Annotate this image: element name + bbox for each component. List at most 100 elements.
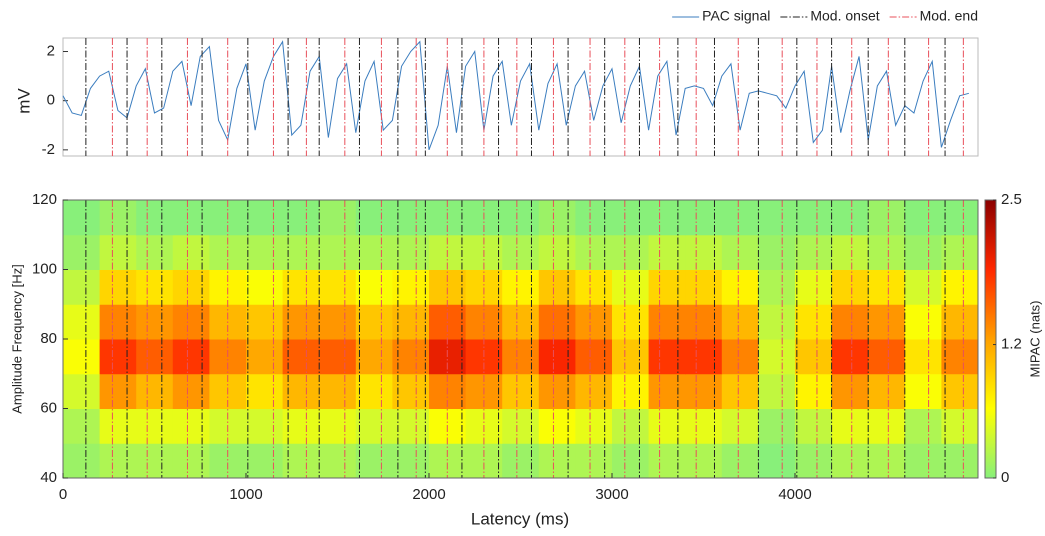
heatmap-cell (502, 443, 540, 479)
heatmap-cell (502, 339, 540, 375)
heatmap-cell (392, 269, 430, 305)
heatmap-cell (758, 304, 796, 340)
x-tick-label: 1000 (229, 486, 262, 503)
heatmap-cell (172, 200, 210, 236)
heatmap-cell (758, 443, 796, 479)
heatmap-cell (246, 443, 284, 479)
heatmap-cell (575, 443, 613, 479)
y-tick-label: 0 (47, 92, 55, 109)
heatmap-cell (246, 200, 284, 236)
heatmap-cell (831, 200, 869, 236)
legend-label: Mod. end (920, 8, 978, 24)
heatmap-cell (502, 408, 540, 444)
heatmap-cell (172, 269, 210, 305)
heatmap-cell (795, 373, 833, 409)
heatmap-cell (319, 234, 357, 270)
heatmap-cell (575, 408, 613, 444)
heatmap-cell (136, 234, 174, 270)
heatmap-cell (831, 373, 869, 409)
heatmap-cell (99, 443, 137, 479)
heatmap-cell (538, 304, 576, 340)
heatmap-cell (868, 200, 906, 236)
heatmap-cell (904, 443, 942, 479)
heatmap-cell (941, 408, 979, 444)
heatmap-cell (831, 269, 869, 305)
heatmap-cell (136, 373, 174, 409)
heatmap-cell (941, 200, 979, 236)
heatmap-cell (63, 443, 101, 479)
heatmap-cell (355, 304, 393, 340)
y-tick-label: 60 (40, 399, 57, 416)
heatmap-cell (63, 234, 101, 270)
heatmap-cell (758, 269, 796, 305)
heatmap-cell (63, 269, 101, 305)
heatmap-cell (136, 304, 174, 340)
heatmap-cell (172, 339, 210, 375)
heatmap-cell (209, 269, 247, 305)
heatmap-cell (246, 408, 284, 444)
heatmap-cell (63, 373, 101, 409)
heatmap-cell (355, 339, 393, 375)
heatmap-cell (99, 304, 137, 340)
heatmap-cell (648, 304, 686, 340)
heatmap-cell (538, 200, 576, 236)
heatmap-cell (831, 339, 869, 375)
heatmap-cell (172, 443, 210, 479)
heatmap-cell (282, 408, 320, 444)
heatmap-cell (502, 269, 540, 305)
heatmap-cell (685, 304, 723, 340)
heatmap-cell (648, 200, 686, 236)
y-tick-label: 80 (40, 330, 57, 347)
y-tick-label: 2 (47, 42, 55, 59)
heatmap-cell (721, 443, 759, 479)
heatmap-cell (795, 200, 833, 236)
heatmap-cell (868, 304, 906, 340)
heatmap-cell (795, 408, 833, 444)
heatmap-cell (904, 234, 942, 270)
heatmap-cell (941, 339, 979, 375)
heatmap-cell (392, 339, 430, 375)
x-tick-label: 2000 (412, 486, 445, 503)
heatmap-cell (465, 443, 503, 479)
heatmap-cell (685, 234, 723, 270)
heatmap-cell (685, 408, 723, 444)
heatmap-cell (831, 443, 869, 479)
heatmap-cell (136, 443, 174, 479)
heatmap-cell (575, 339, 613, 375)
colorbar-tick-label: 0 (1001, 469, 1009, 486)
heatmap-cell (429, 443, 467, 479)
heatmap-cell (612, 200, 650, 236)
heatmap-cell (795, 234, 833, 270)
heatmap-cell (319, 304, 357, 340)
heatmap-cell (246, 339, 284, 375)
heatmap-cell (758, 339, 796, 375)
heatmap-cell (612, 443, 650, 479)
heatmap-cell (648, 443, 686, 479)
heatmap-cell (465, 269, 503, 305)
heatmap-cell (246, 269, 284, 305)
heatmap-cell (355, 408, 393, 444)
heatmap-cell (355, 234, 393, 270)
heatmap-cell (685, 339, 723, 375)
heatmap-cell (172, 234, 210, 270)
heatmap-cell (904, 373, 942, 409)
heatmap-cell (282, 304, 320, 340)
heatmap-cell (136, 200, 174, 236)
heatmap-cell (648, 234, 686, 270)
heatmap-cell (868, 339, 906, 375)
heatmap-cell (941, 373, 979, 409)
heatmap-cell (612, 269, 650, 305)
legend-label: PAC signal (702, 8, 770, 24)
heatmap-cell (575, 200, 613, 236)
heatmap-cell (136, 269, 174, 305)
heatmap-cell (136, 339, 174, 375)
heatmap-cell (904, 200, 942, 236)
heatmap-cell (648, 408, 686, 444)
heatmap-cell (795, 269, 833, 305)
heatmap-cell (282, 373, 320, 409)
legend-label: Mod. onset (810, 8, 879, 24)
heatmap-cell (282, 339, 320, 375)
heatmap-cell (355, 269, 393, 305)
heatmap-cell (538, 408, 576, 444)
heatmap-cell (868, 443, 906, 479)
